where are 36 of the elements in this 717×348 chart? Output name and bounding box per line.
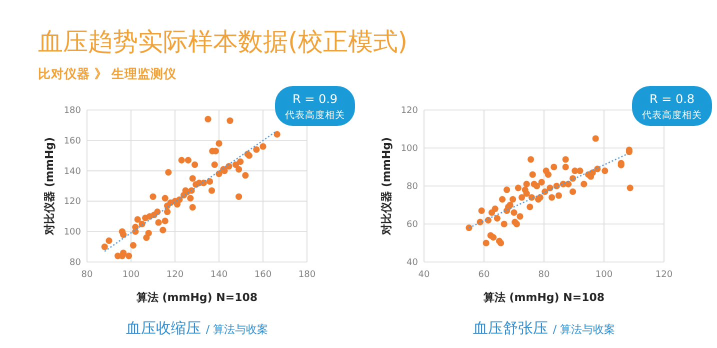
y-tick-label: 80 — [70, 258, 82, 268]
x-axis-title: 算法 (mmHg) N=108 — [135, 291, 258, 304]
y-tick-label: 100 — [64, 228, 82, 238]
y-tick-label: 40 — [406, 258, 418, 268]
x-axis-title: 算法 (mmHg) N=108 — [482, 291, 605, 304]
text: / 算法与收案 — [206, 323, 268, 336]
x-tick-label: 180 — [298, 270, 316, 280]
annotation: 代表高度相关 — [284, 109, 345, 121]
x-tick-label: 120 — [166, 270, 184, 280]
x-tick-label: 80 — [81, 270, 93, 280]
text: 血压舒张压 — [472, 319, 548, 337]
y-tick-label: 180 — [64, 106, 82, 116]
text: 血压趋势实际样本数据(校正模式) — [38, 27, 408, 56]
x-tick-label: 160 — [254, 270, 272, 280]
text: 血压收缩压 — [126, 319, 201, 337]
x-tick-label: 120 — [655, 270, 673, 280]
x-tick-label: 80 — [538, 270, 550, 280]
x-tick-label: 60 — [478, 270, 490, 280]
y-tick-label: 140 — [64, 166, 82, 177]
x-tick-label: 40 — [418, 270, 430, 280]
text: / 算法与收案 — [552, 323, 616, 336]
text: R = 0.9 — [292, 92, 338, 106]
y-tick-label: 120 — [400, 106, 418, 116]
y-tick-label: 160 — [64, 136, 82, 146]
x-tick-label: 100 — [122, 270, 140, 280]
annotation: 代表高度相关 — [641, 109, 702, 121]
text: R = 0.8 — [649, 92, 695, 106]
y-tick-label: 120 — [64, 197, 82, 208]
y-tick-label: 100 — [400, 144, 418, 154]
y-tick-label: 80 — [406, 182, 418, 192]
x-tick-label: 100 — [595, 270, 613, 280]
x-tick-label: 140 — [210, 270, 228, 280]
y-axis-title: 对比仪器 (mmHg) — [380, 137, 393, 236]
y-axis-title: 对比仪器 (mmHg) — [43, 137, 56, 236]
text: 比对仪器 》 生理监测仪 — [38, 66, 178, 81]
y-tick-label: 60 — [406, 220, 418, 230]
